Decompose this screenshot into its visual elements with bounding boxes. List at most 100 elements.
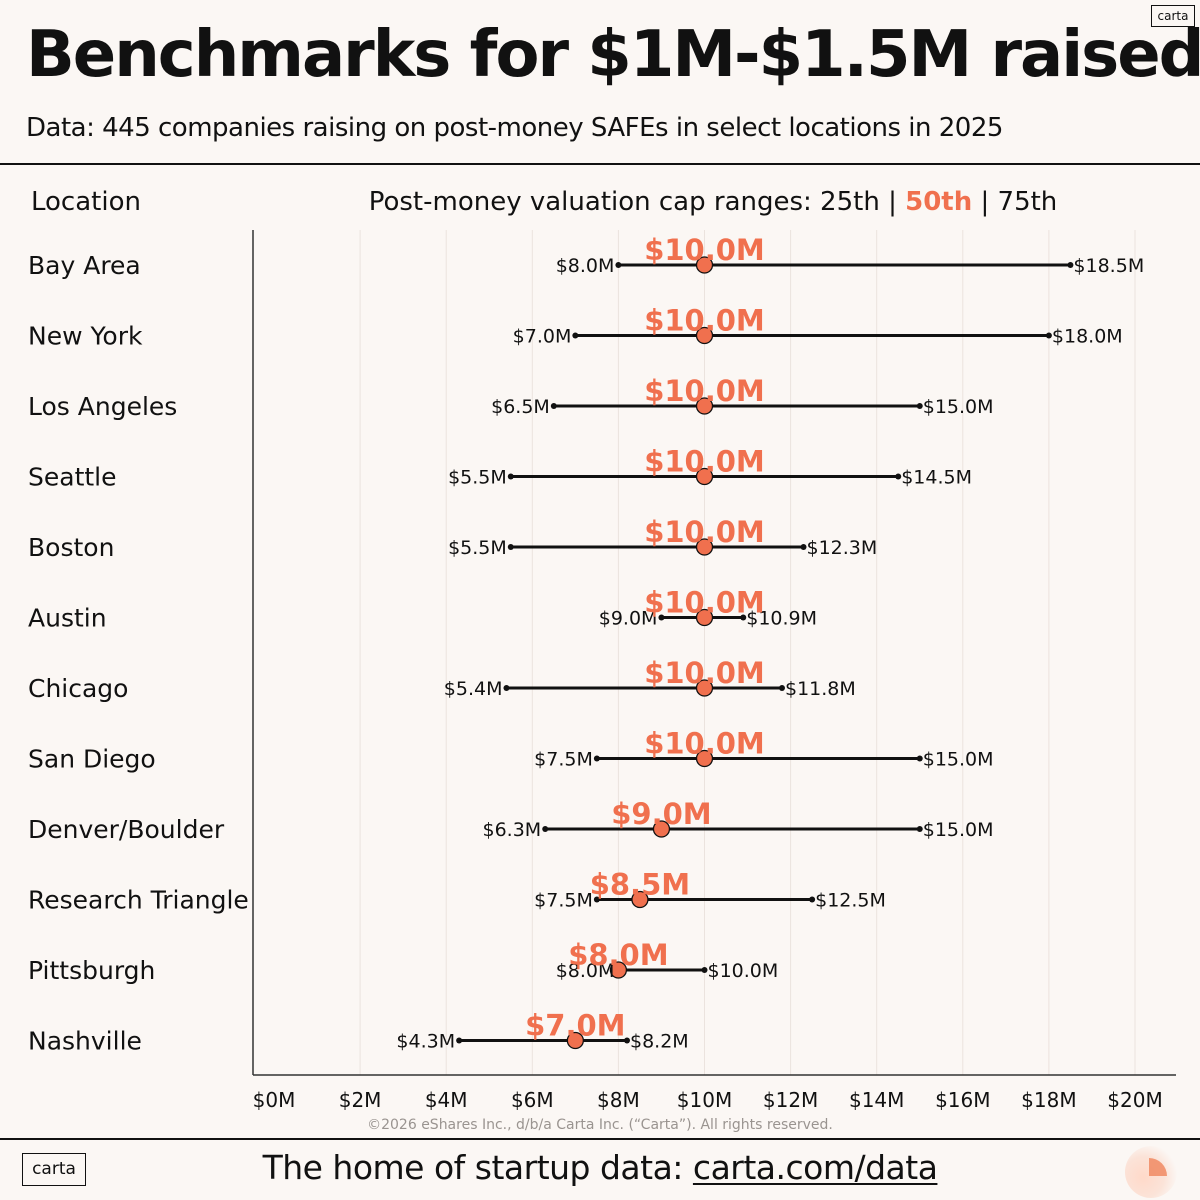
- p75-label: $10.9M: [746, 608, 817, 630]
- x-tick-label: $8M: [597, 1088, 640, 1112]
- p25-label: $4.3M: [396, 1031, 455, 1053]
- page-title: Benchmarks for $1M-$1.5M raised: [26, 18, 1200, 92]
- x-tick-label: $2M: [339, 1088, 382, 1112]
- median-label: $10.0M: [644, 304, 765, 338]
- p75-marker: [701, 967, 708, 973]
- median-marker: [566, 1031, 584, 1050]
- median-marker: [695, 679, 714, 697]
- median-label: $10.0M: [644, 515, 765, 549]
- median-label: $10.0M: [644, 586, 765, 620]
- x-tick-label: $18M: [1021, 1088, 1076, 1112]
- location-label: Research Triangle: [28, 886, 249, 915]
- p75-label: $10.0M: [708, 960, 779, 982]
- location-header: Location: [31, 187, 141, 217]
- x-tick-label: $12M: [763, 1088, 818, 1112]
- p75-label: $15.0M: [923, 396, 994, 418]
- p25-label: $5.5M: [448, 537, 507, 559]
- median-marker: [695, 749, 714, 768]
- location-label: Chicago: [28, 674, 128, 703]
- median-label: $10.0M: [644, 233, 765, 267]
- p25-label: $9.0M: [599, 608, 658, 630]
- p25-label: $5.5M: [448, 467, 507, 489]
- median-marker: [695, 467, 714, 486]
- location-label: Los Angeles: [28, 392, 177, 421]
- median-label: $10.0M: [644, 656, 765, 690]
- x-tick-label: $14M: [849, 1088, 904, 1112]
- median-label: $10.0M: [644, 374, 765, 408]
- x-tick-label: $6M: [511, 1088, 554, 1112]
- carta-mark-icon: [1125, 1146, 1177, 1198]
- p75-label: $18.0M: [1052, 326, 1123, 348]
- location-label: New York: [28, 322, 143, 351]
- p25-marker: [658, 614, 665, 621]
- header-divider: [0, 163, 1200, 165]
- location-label: Denver/Boulder: [28, 815, 225, 844]
- x-tick-label: $20M: [1107, 1088, 1162, 1112]
- location-label: San Diego: [28, 745, 156, 774]
- p25-marker: [507, 473, 514, 480]
- p75-marker: [916, 403, 923, 409]
- p25-marker: [503, 685, 510, 691]
- x-tick-label: $0M: [253, 1088, 296, 1112]
- p75-marker: [624, 1037, 631, 1044]
- p25-marker: [593, 896, 600, 903]
- median-marker: [695, 608, 714, 627]
- x-tick-label: $16M: [935, 1088, 990, 1112]
- location-label: Bay Area: [28, 251, 141, 280]
- location-label: Seattle: [28, 463, 117, 492]
- p75-marker: [916, 826, 923, 832]
- p75-label: $15.0M: [923, 819, 994, 841]
- median-label: $7.0M: [525, 1009, 625, 1043]
- p75-label: $15.0M: [923, 749, 994, 771]
- median-marker: [695, 256, 714, 274]
- x-tick-label: $4M: [425, 1088, 468, 1112]
- copyright-note: ©2026 eShares Inc., d/b/a Carta Inc. (“C…: [367, 1117, 833, 1133]
- range-chart: Location Post-money valuation cap ranges:…: [28, 187, 1176, 1133]
- median-label: $9.0M: [611, 797, 711, 831]
- median-label: $10.0M: [644, 727, 765, 761]
- p75-label: $18.5M: [1073, 255, 1144, 277]
- valuation-header: Post-money valuation cap ranges: 25th | …: [369, 187, 1058, 217]
- footer-divider: [0, 1138, 1200, 1140]
- p75-marker: [800, 544, 807, 550]
- p75-marker: [916, 755, 923, 762]
- footer-tagline: The home of startup data: carta.com/data: [0, 1148, 1200, 1187]
- p75-label: $12.5M: [815, 890, 886, 912]
- p25-label: $8.0M: [556, 255, 615, 277]
- median-label: $10.0M: [644, 445, 765, 479]
- p75-label: $12.3M: [807, 537, 878, 559]
- p25-label: $6.5M: [491, 396, 550, 418]
- p75-marker: [1067, 262, 1074, 268]
- p75-label: $14.5M: [901, 467, 972, 489]
- footer-link[interactable]: carta.com/data: [692, 1148, 938, 1187]
- location-label: Austin: [28, 604, 107, 633]
- p75-marker: [1045, 332, 1052, 339]
- median-label: $8.0M: [568, 938, 668, 972]
- p25-label: $8.0M: [556, 960, 615, 982]
- p75-label: $8.2M: [630, 1031, 689, 1053]
- p25-label: $7.5M: [534, 890, 593, 912]
- p75-label: $11.8M: [785, 678, 856, 700]
- carta-logo-bottom: carta: [22, 1153, 86, 1186]
- p25-label: $7.5M: [534, 749, 593, 771]
- median-marker: [652, 820, 671, 838]
- p25-marker: [550, 403, 557, 409]
- footer-lead: The home of startup data:: [262, 1148, 693, 1187]
- p25-marker: [572, 332, 579, 339]
- median-label: $8.5M: [590, 868, 690, 902]
- p25-marker: [593, 755, 600, 762]
- location-label: Boston: [28, 533, 114, 562]
- location-label: Pittsburgh: [28, 956, 155, 985]
- location-label: Nashville: [28, 1027, 142, 1056]
- p75-marker: [809, 896, 816, 903]
- p75-marker: [778, 685, 785, 691]
- x-tick-label: $10M: [677, 1088, 732, 1112]
- median-marker: [695, 397, 714, 415]
- page-subtitle: Data: 445 companies raising on post-mone…: [26, 113, 1003, 143]
- p75-marker: [895, 473, 902, 480]
- median-marker: [695, 538, 714, 556]
- p25-label: $5.4M: [444, 678, 503, 700]
- p25-label: $7.0M: [513, 326, 572, 348]
- median-marker: [631, 890, 649, 909]
- p75-marker: [740, 614, 747, 621]
